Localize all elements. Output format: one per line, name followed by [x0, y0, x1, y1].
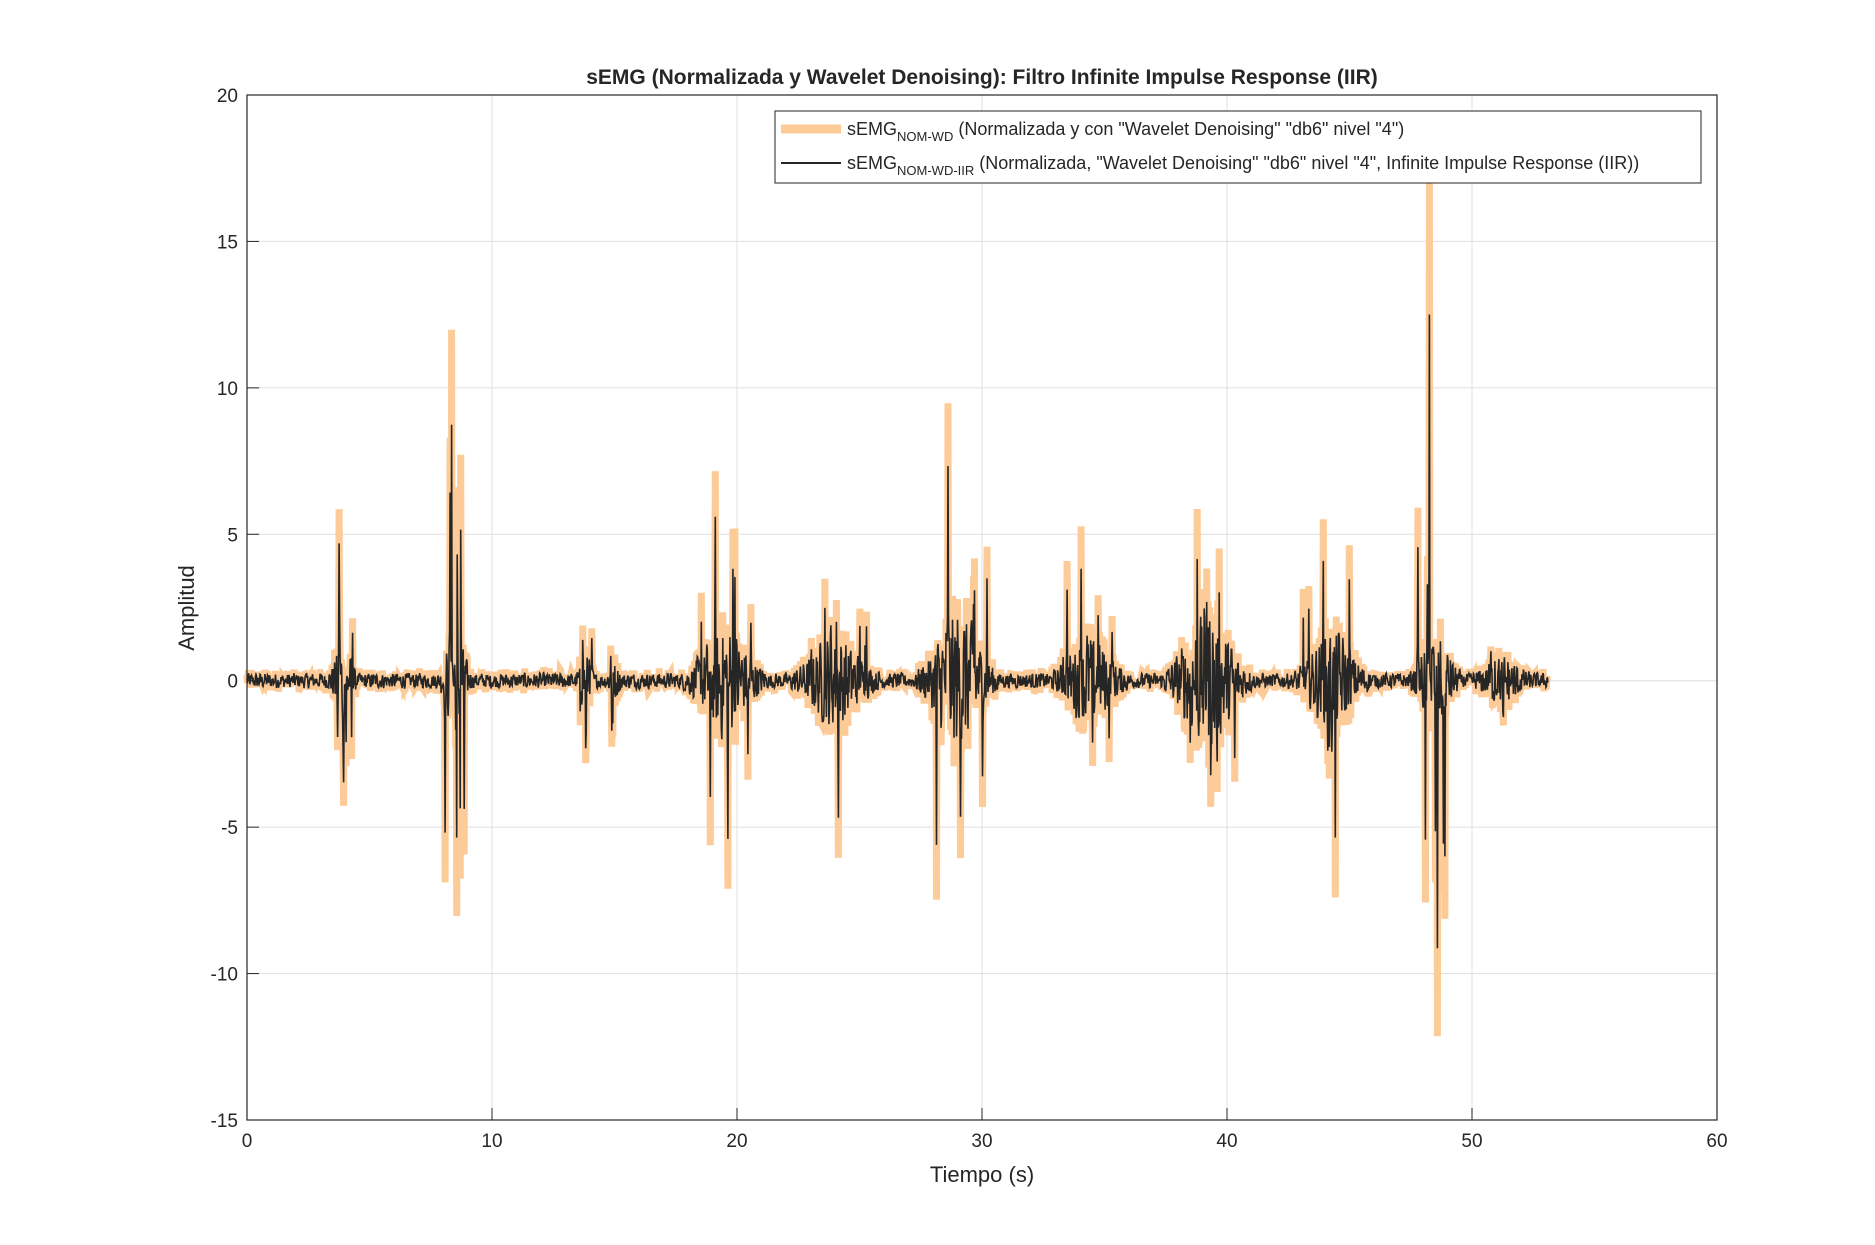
x-axis-label: Tiempo (s) — [930, 1162, 1034, 1187]
y-tick-label: -15 — [211, 1111, 238, 1132]
legend-series-1-main: sEMG — [847, 119, 897, 139]
legend-series-1-sub: NOM-WD — [897, 129, 953, 144]
legend-series-2-sub: NOM-WD-IIR — [897, 163, 974, 178]
x-tick-label: 0 — [242, 1131, 253, 1152]
legend-entry-series-1: sEMGNOM-WD (Normalizada y con "Wavelet D… — [847, 119, 1404, 144]
y-tick-label: 15 — [217, 232, 238, 253]
legend-box — [774, 110, 1702, 184]
y-tick-label: -10 — [211, 965, 238, 986]
x-tick-label: 10 — [481, 1131, 502, 1152]
x-tick-label: 30 — [971, 1131, 992, 1152]
x-tick-label: 20 — [726, 1131, 747, 1152]
y-tick-label: 10 — [217, 379, 238, 400]
y-tick-label: -5 — [221, 818, 238, 839]
legend: sEMGNOM-WD (Normalizada y con "Wavelet D… — [774, 110, 1702, 184]
series-line-nom-wd-iir — [246, 314, 1549, 949]
legend-series-2-main: sEMG — [847, 153, 897, 173]
tick-marks — [246, 94, 1718, 1121]
y-axis-label: Amplitud — [174, 565, 199, 651]
x-tick-label: 40 — [1216, 1131, 1237, 1152]
y-tick-label: 0 — [227, 672, 238, 693]
x-tick-label: 60 — [1706, 1131, 1727, 1152]
y-tick-label: 5 — [227, 525, 238, 546]
legend-entry-series-2: sEMGNOM-WD-IIR (Normalizada, "Wavelet De… — [847, 153, 1639, 178]
tick-labels: 0 10 20 30 40 50 60 -15 -10 -5 0 5 10 15 20 — [211, 86, 1728, 1152]
y-tick-label: 20 — [217, 86, 238, 107]
legend-series-2-rest: (Normalizada, "Wavelet Denoising" "db6" … — [974, 153, 1639, 173]
legend-series-1-rest: (Normalizada y con "Wavelet Denoising" "… — [953, 119, 1404, 139]
x-tick-label: 50 — [1461, 1131, 1482, 1152]
chart-title: sEMG (Normalizada y Wavelet Denoising): … — [586, 66, 1378, 89]
series-layer — [243, 179, 1551, 1037]
